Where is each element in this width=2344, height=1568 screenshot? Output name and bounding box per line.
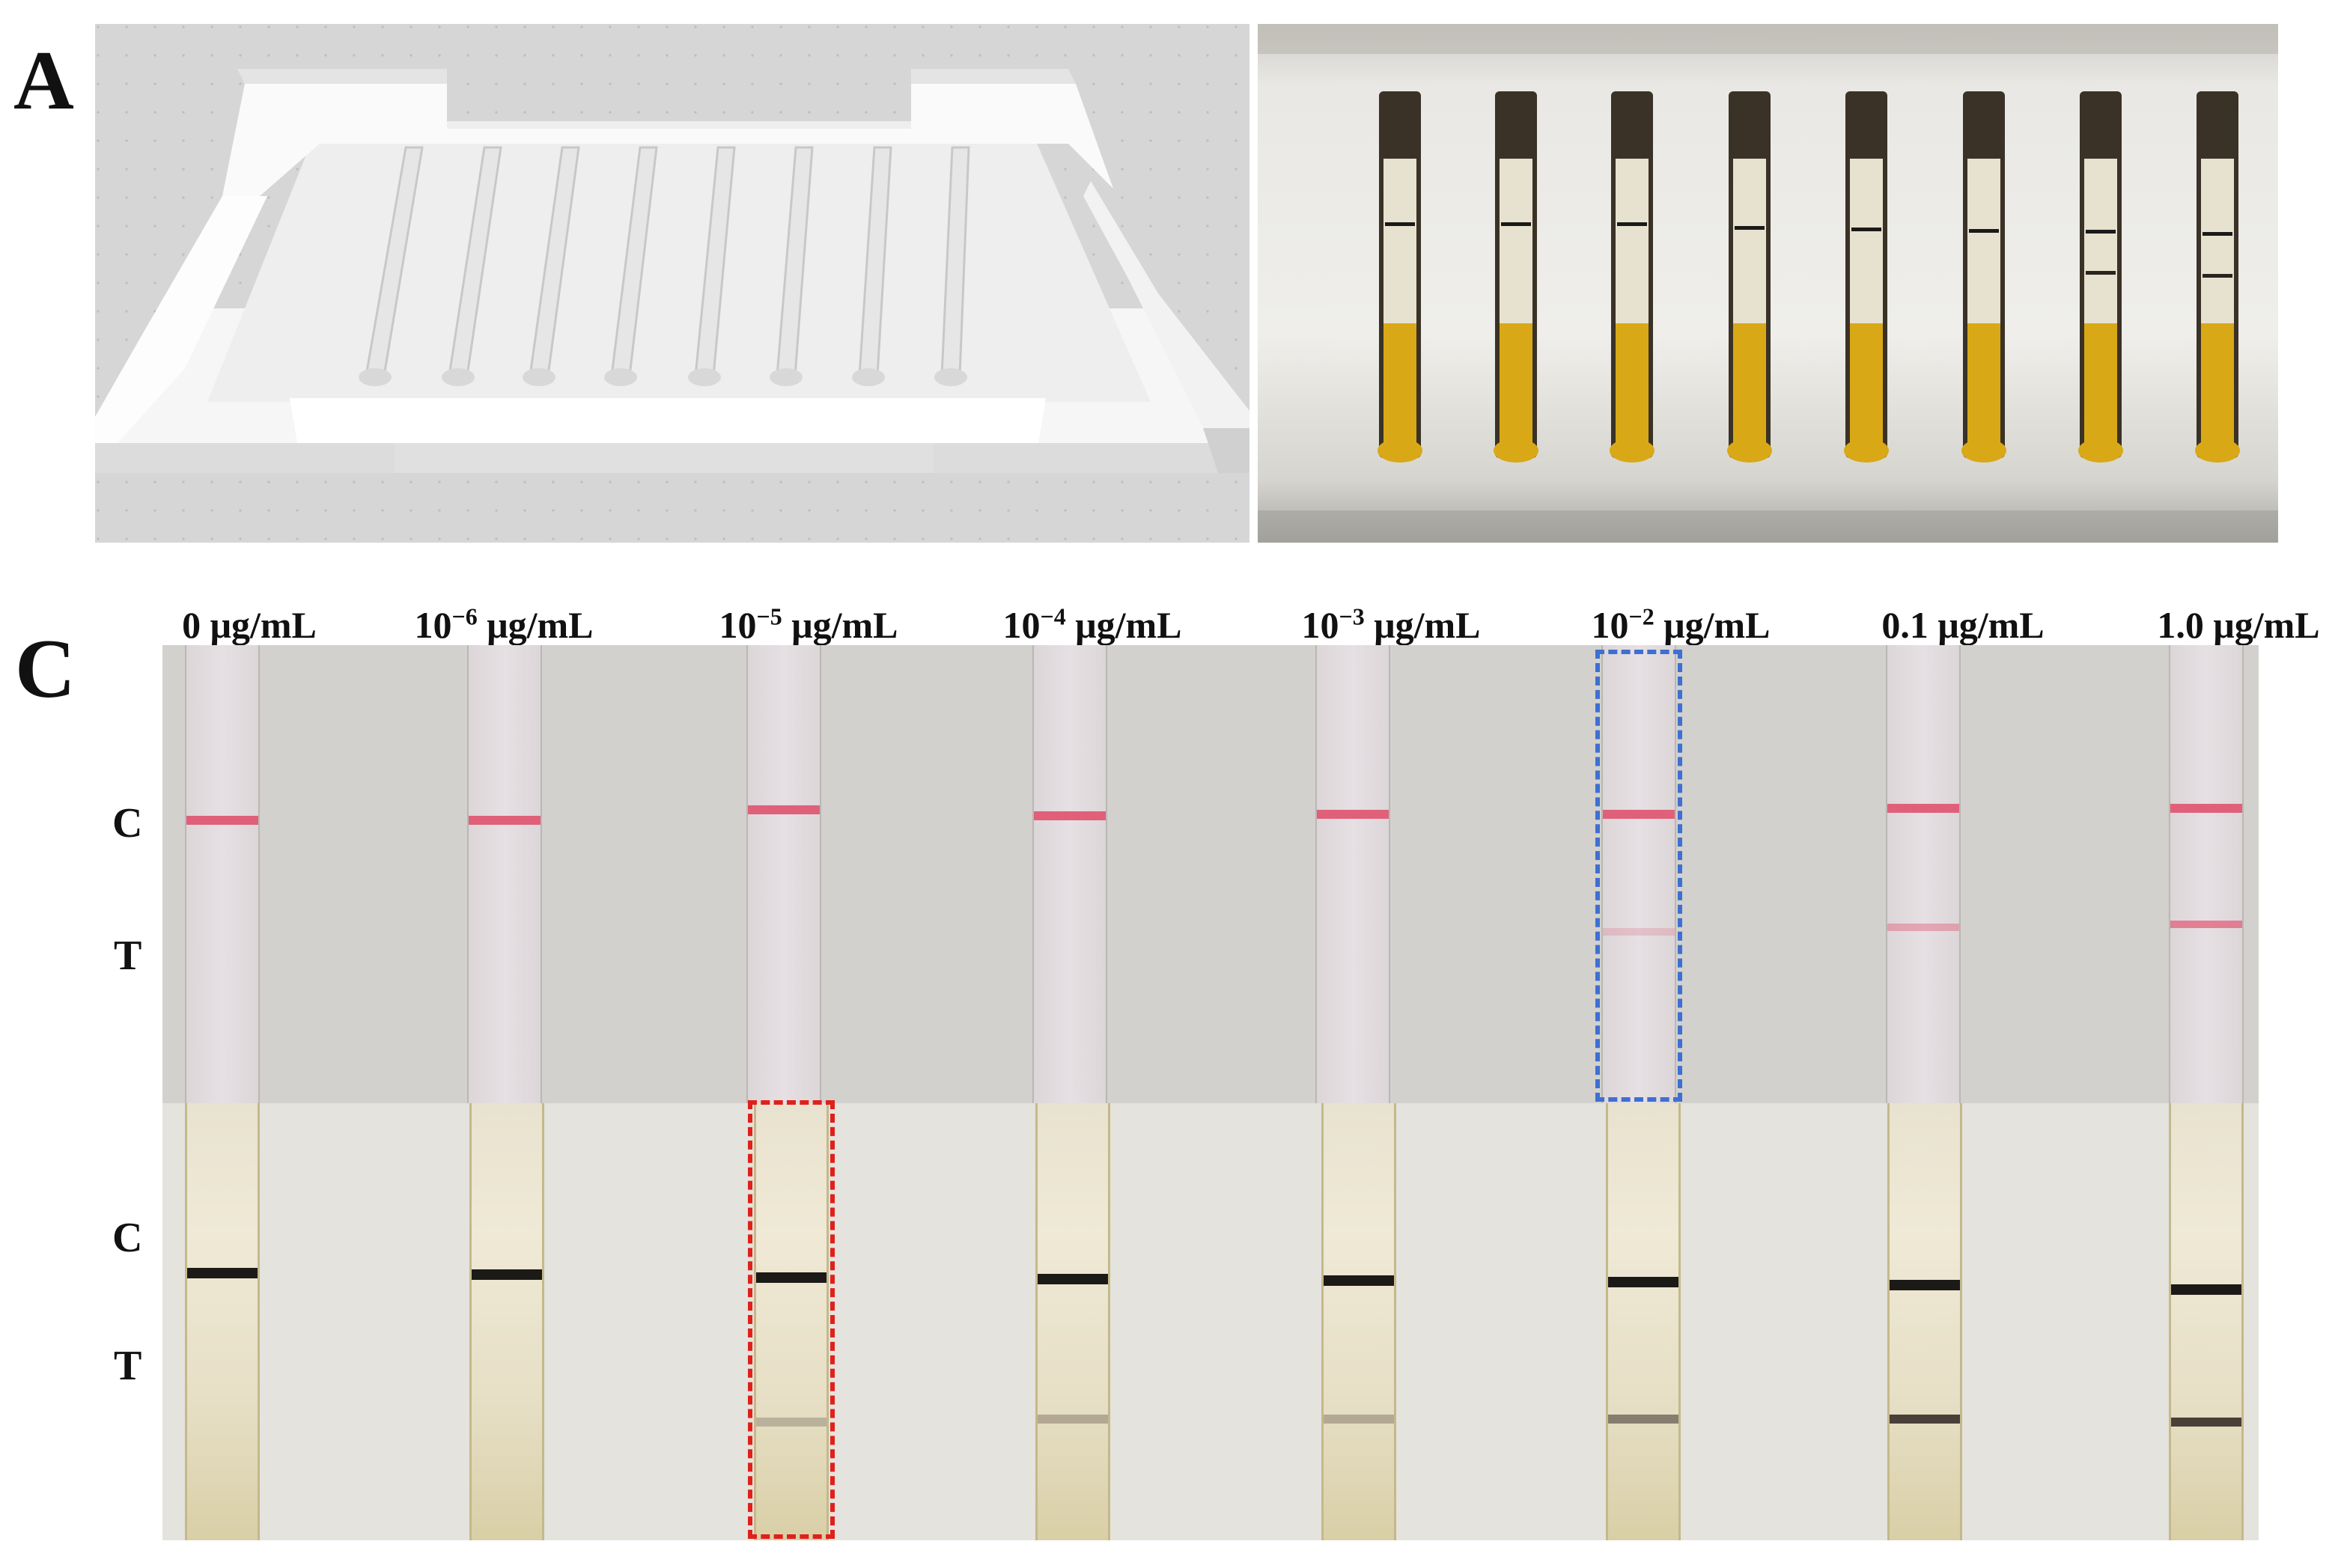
fluid-reservoir [1378, 439, 1422, 463]
test-line [1608, 1415, 1678, 1424]
test-strip [1967, 159, 2000, 346]
row-label-c-top: C [112, 800, 143, 846]
control-line [2086, 230, 2116, 234]
concentration-label: 0.1 μg/mL [1881, 604, 2045, 646]
panel-label-a: A [13, 34, 74, 127]
panel-b-photo [1258, 24, 2278, 543]
test-strip-top [746, 645, 821, 1103]
sample-fluid [2084, 323, 2117, 451]
control-line [1501, 222, 1531, 226]
control-line [1608, 1277, 1678, 1287]
test-line [756, 1418, 827, 1427]
concentration-label: 1.0 μg/mL [2157, 604, 2320, 646]
test-strip-top [1315, 645, 1390, 1103]
sample-fluid [1616, 323, 1649, 451]
control-line [1603, 810, 1675, 819]
test-strip [1850, 159, 1883, 346]
control-line [1038, 1274, 1108, 1284]
test-line [1038, 1415, 1108, 1424]
test-strip-bottom [1606, 1103, 1681, 1540]
test-strip-bottom [754, 1103, 829, 1540]
test-line [1890, 1415, 1960, 1424]
panel-label-c: C [15, 623, 76, 716]
concentration-label: 10−3 μg/mL [1301, 603, 1481, 646]
control-line [1385, 222, 1415, 226]
test-line [2203, 274, 2232, 278]
control-line [1890, 1280, 1960, 1290]
control-line [756, 1272, 827, 1283]
concentration-label: 0 μg/mL [182, 604, 317, 646]
control-line [1324, 1275, 1394, 1286]
highlight-box-blue [1595, 650, 1682, 1102]
test-strip [1500, 159, 1532, 346]
sample-fluid [1967, 323, 2000, 451]
test-strip [1616, 159, 1649, 346]
control-line [1034, 811, 1106, 820]
fluid-reservoir [1961, 439, 2006, 463]
test-line [2170, 921, 2242, 928]
control-line [1887, 804, 1959, 813]
control-line [748, 805, 820, 814]
concentration-label: 10−2 μg/mL [1591, 603, 1771, 646]
test-strip [2201, 159, 2234, 346]
row-label-c-bottom: C [112, 1215, 143, 1261]
concentration-label: 10−6 μg/mL [414, 603, 594, 646]
row-label-t-bottom: T [114, 1343, 142, 1389]
fluid-reservoir [1494, 439, 1538, 463]
test-line [2086, 271, 2116, 275]
test-strip [2084, 159, 2117, 346]
control-line [2170, 804, 2242, 813]
test-strip-bottom [185, 1103, 260, 1540]
fluid-reservoir [1844, 439, 1889, 463]
control-line [1317, 810, 1389, 819]
sample-fluid [1500, 323, 1532, 451]
test-line [1603, 928, 1675, 936]
fluid-reservoir [2195, 439, 2240, 463]
control-line [472, 1269, 542, 1280]
test-strip-bottom [469, 1103, 544, 1540]
strip-holder-render [95, 24, 1249, 543]
test-strip-top [467, 645, 542, 1103]
test-strip-top [1032, 645, 1107, 1103]
strips-in-holder-photo [1258, 24, 2278, 543]
test-strip-bottom [1321, 1103, 1396, 1540]
test-strip-bottom [1887, 1103, 1962, 1540]
fluid-reservoir [2078, 439, 2123, 463]
panel-c-photo [162, 645, 2259, 1540]
fluid-reservoir [1610, 439, 1655, 463]
control-line [2203, 232, 2232, 236]
sample-fluid [2201, 323, 2234, 451]
test-line [1324, 1415, 1394, 1424]
sample-fluid [1733, 323, 1766, 451]
test-strip-top [1886, 645, 1961, 1103]
sample-fluid [1383, 323, 1416, 451]
control-line [1617, 222, 1647, 226]
control-line [1851, 228, 1881, 231]
test-strip-top [2169, 645, 2244, 1103]
control-line [1969, 229, 1999, 233]
highlight-box-red [748, 1100, 835, 1539]
test-strip [1733, 159, 1766, 346]
control-line [1735, 226, 1765, 230]
control-line [187, 1268, 258, 1278]
concentration-label: 10−5 μg/mL [719, 603, 898, 646]
test-strip-bottom [1035, 1103, 1110, 1540]
panel-a-render [95, 24, 1249, 543]
fluid-reservoir [1727, 439, 1772, 463]
control-line [186, 816, 258, 825]
test-strip-top [1601, 645, 1676, 1103]
control-line [469, 816, 541, 825]
test-strip-top [185, 645, 260, 1103]
test-line [2171, 1418, 2241, 1427]
concentration-label: 10−4 μg/mL [1002, 603, 1182, 646]
test-strip-bottom [2169, 1103, 2244, 1540]
test-line [1887, 924, 1959, 931]
control-line [2171, 1284, 2241, 1295]
test-strip [1383, 159, 1416, 346]
row-label-t-top: T [114, 933, 142, 979]
sample-fluid [1850, 323, 1883, 451]
